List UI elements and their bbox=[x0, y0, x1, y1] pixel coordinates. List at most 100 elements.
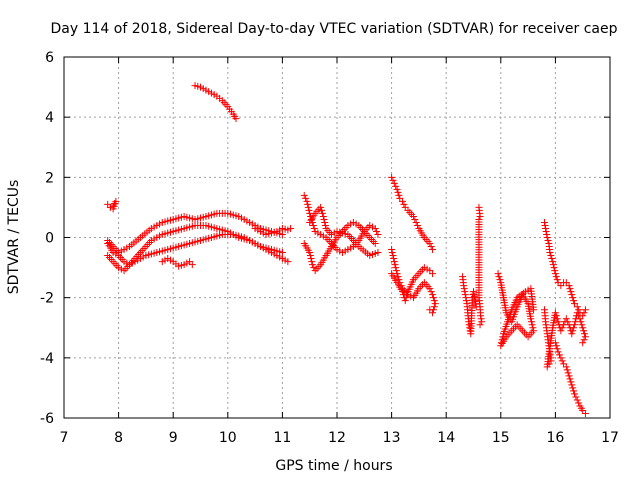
data-point bbox=[321, 221, 329, 229]
series-P bbox=[494, 270, 538, 350]
series-D bbox=[104, 209, 286, 257]
data-point bbox=[466, 324, 474, 332]
data-point bbox=[551, 339, 559, 347]
series-M bbox=[388, 264, 437, 305]
series-F bbox=[158, 255, 196, 270]
data-point bbox=[570, 387, 578, 395]
data-point bbox=[565, 282, 573, 290]
data-point bbox=[287, 224, 295, 232]
data-point bbox=[550, 264, 558, 272]
data-point bbox=[429, 294, 437, 302]
data-point bbox=[557, 327, 565, 335]
data-point bbox=[571, 390, 579, 398]
data-point bbox=[461, 291, 469, 299]
data-point bbox=[573, 309, 581, 317]
data-point bbox=[318, 206, 326, 214]
data-point bbox=[307, 255, 315, 263]
series-R bbox=[540, 306, 589, 371]
x-tick-label: 9 bbox=[169, 430, 178, 446]
data-point bbox=[494, 270, 502, 278]
data-point bbox=[429, 246, 437, 254]
data-point bbox=[320, 215, 328, 223]
data-point bbox=[562, 315, 570, 323]
data-point bbox=[318, 209, 326, 217]
x-tick-label: 12 bbox=[328, 430, 346, 446]
data-point bbox=[576, 315, 584, 323]
data-point bbox=[431, 300, 439, 308]
data-point bbox=[554, 348, 562, 356]
data-point bbox=[371, 240, 379, 248]
data-point bbox=[529, 324, 537, 332]
data-point bbox=[581, 330, 589, 338]
data-point bbox=[549, 261, 557, 269]
data-point bbox=[546, 249, 554, 257]
chart-title: Day 114 of 2018, Sidereal Day-to-day VTE… bbox=[51, 21, 618, 37]
data-point bbox=[553, 345, 561, 353]
data-point bbox=[551, 270, 559, 278]
data-point bbox=[278, 249, 286, 257]
data-point bbox=[426, 240, 434, 248]
data-point bbox=[394, 188, 402, 196]
series-C bbox=[104, 221, 286, 275]
data-point bbox=[460, 285, 468, 293]
data-point bbox=[395, 191, 403, 199]
data-point bbox=[569, 327, 577, 335]
y-tick-label: 4 bbox=[45, 110, 54, 126]
data-point bbox=[564, 369, 572, 377]
y-tick-label: -4 bbox=[40, 351, 54, 367]
data-point bbox=[571, 321, 579, 329]
data-point bbox=[374, 230, 382, 238]
data-point bbox=[528, 321, 536, 329]
series-J bbox=[306, 203, 382, 260]
data-point bbox=[460, 282, 468, 290]
data-point bbox=[570, 324, 578, 332]
x-axis-ticks: 7 8 9 10 11 12 13 14 15 16 17 bbox=[60, 57, 619, 446]
data-point bbox=[552, 273, 560, 281]
data-point bbox=[232, 115, 240, 123]
data-point bbox=[575, 312, 583, 320]
y-axis-ticks: -6 -4 -2 0 2 4 6 bbox=[40, 50, 610, 427]
data-point bbox=[568, 330, 576, 338]
data-point bbox=[462, 294, 470, 302]
data-point bbox=[578, 321, 586, 329]
data-point bbox=[278, 230, 286, 238]
data-point bbox=[476, 212, 484, 220]
data-point bbox=[548, 255, 556, 263]
data-point bbox=[579, 339, 587, 347]
data-point bbox=[401, 297, 409, 305]
data-point bbox=[476, 321, 484, 329]
data-point bbox=[309, 221, 317, 229]
data-point bbox=[543, 234, 551, 241]
data-point bbox=[305, 206, 313, 214]
data-point bbox=[317, 203, 325, 211]
data-point bbox=[557, 354, 565, 362]
data-point bbox=[499, 333, 507, 341]
x-tick-label: 14 bbox=[437, 430, 455, 446]
data-point bbox=[393, 185, 401, 193]
data-point bbox=[373, 227, 381, 235]
data-point bbox=[541, 221, 549, 229]
data-point bbox=[580, 327, 588, 335]
data-point bbox=[399, 197, 407, 205]
data-point bbox=[319, 212, 327, 220]
series-Q bbox=[540, 218, 589, 320]
data-point bbox=[569, 384, 577, 392]
data-point bbox=[558, 324, 566, 332]
data-point bbox=[308, 258, 316, 266]
data-point bbox=[321, 218, 329, 226]
data-point bbox=[402, 294, 410, 302]
data-point bbox=[477, 315, 485, 323]
data-point bbox=[496, 276, 504, 284]
data-point bbox=[304, 200, 312, 208]
data-point bbox=[554, 318, 562, 326]
series-E bbox=[191, 82, 240, 123]
data-point bbox=[495, 273, 503, 281]
data-point bbox=[390, 179, 398, 187]
data-point bbox=[528, 318, 536, 326]
data-point bbox=[392, 264, 400, 272]
data-point bbox=[426, 285, 434, 293]
data-point bbox=[388, 246, 396, 254]
data-point bbox=[551, 267, 559, 275]
data-point bbox=[562, 363, 570, 371]
